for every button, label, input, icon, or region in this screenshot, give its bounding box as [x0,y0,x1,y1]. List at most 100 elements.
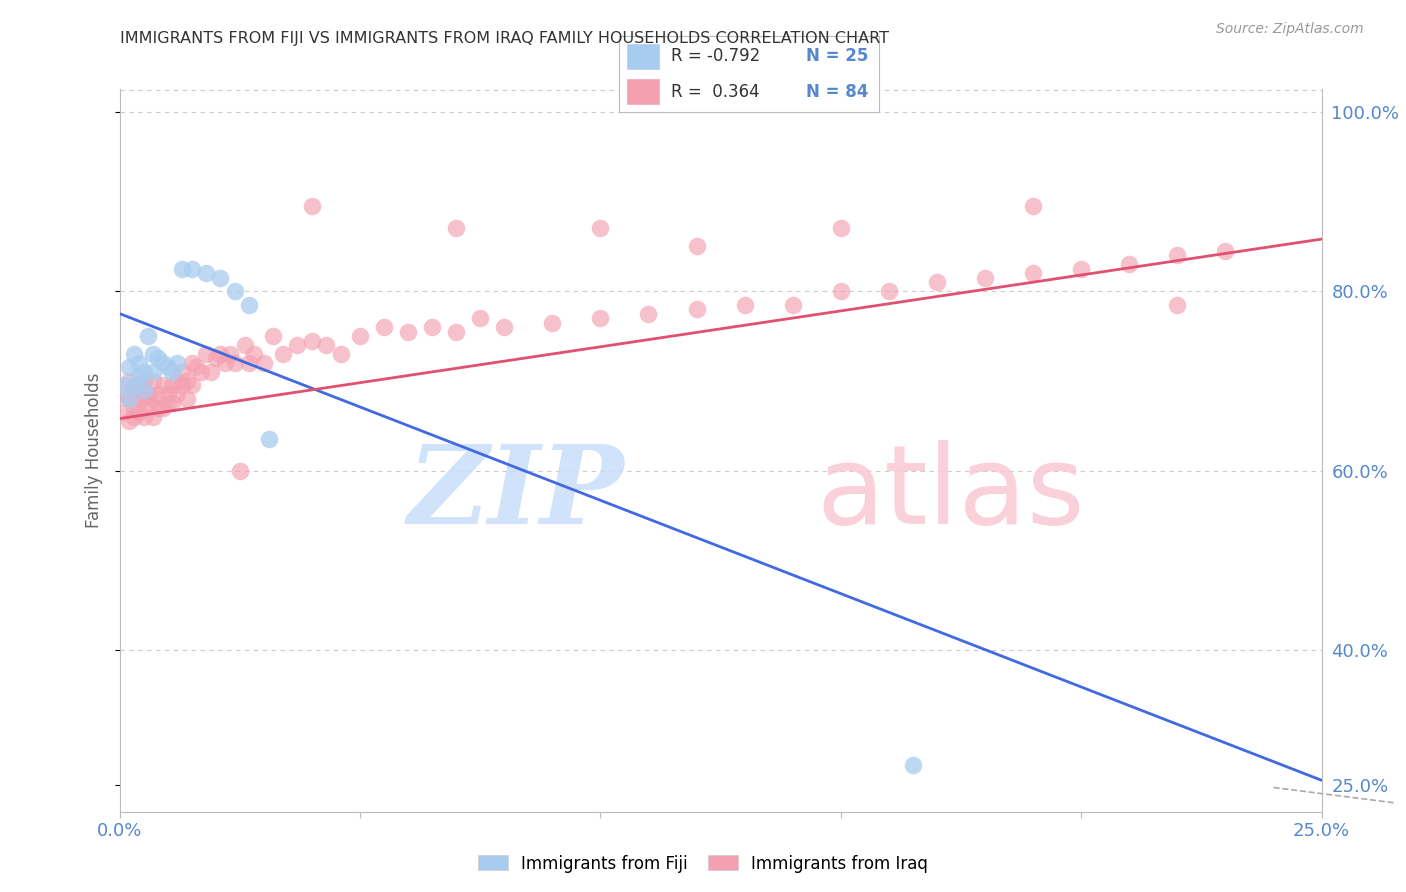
Point [925,275,948,289]
Point [176,392,198,406]
Point [974,270,997,285]
Point [901,758,924,772]
Point [238,297,260,311]
Point [214,356,236,370]
Point [257,432,280,446]
Point [152,401,174,415]
Y-axis label: Family Households: Family Households [84,373,103,528]
Point [118,374,141,388]
Point [238,356,260,370]
Bar [627,43,661,70]
Point [190,365,212,379]
Point [494,320,516,334]
Point [118,360,141,375]
Bar [627,78,661,105]
Point [444,221,467,235]
Point [142,409,165,424]
Point [1166,297,1188,311]
Point [287,338,309,352]
Point [228,464,252,478]
Point [142,347,165,361]
Point [589,311,612,326]
Point [734,297,756,311]
Point [301,199,323,213]
Point [271,347,294,361]
Point [468,311,492,326]
Point [685,302,707,317]
Point [180,378,202,392]
Point [637,307,659,321]
Text: Source: ZipAtlas.com: Source: ZipAtlas.com [1216,22,1364,37]
Point [396,325,419,339]
Point [122,409,145,424]
Point [122,378,145,392]
Point [195,266,218,280]
Point [209,347,232,361]
Point [122,383,145,397]
Point [209,270,232,285]
Point [152,378,174,392]
Point [262,329,284,343]
Point [112,387,135,401]
Point [1118,257,1140,271]
Point [315,338,337,352]
Text: atlas: atlas [817,441,1085,548]
Point [1022,199,1045,213]
Point [128,405,150,419]
Point [170,378,193,392]
Point [112,405,135,419]
Point [132,409,155,424]
Point [162,378,184,392]
Point [877,284,900,298]
Point [233,338,256,352]
Point [156,387,179,401]
Point [138,329,160,343]
Point [224,284,246,298]
Point [132,374,155,388]
Point [1022,266,1045,280]
Point [195,347,218,361]
Point [166,356,188,370]
Point [156,360,179,375]
Point [128,356,150,370]
Legend: Immigrants from Fiji, Immigrants from Iraq: Immigrants from Fiji, Immigrants from Ir… [471,848,935,880]
Point [180,261,202,276]
Point [1215,244,1237,258]
Point [224,356,246,370]
Point [122,347,145,361]
Text: R =  0.364: R = 0.364 [671,83,759,101]
Point [541,316,564,330]
Point [118,392,141,406]
Point [180,356,202,370]
Point [166,387,188,401]
Point [200,365,222,379]
Point [138,387,160,401]
Point [146,351,169,366]
Point [142,374,165,388]
Point [152,356,174,370]
Point [373,320,395,334]
Point [176,374,198,388]
Point [830,284,852,298]
Point [146,387,169,401]
Point [118,414,141,428]
Point [128,369,150,384]
Point [170,261,193,276]
Point [132,365,155,379]
Point [420,320,443,334]
Point [444,325,467,339]
Point [329,347,352,361]
Point [118,392,141,406]
Text: N = 25: N = 25 [806,47,869,65]
Point [1166,248,1188,262]
Point [162,396,184,410]
Point [170,365,193,379]
Text: R = -0.792: R = -0.792 [671,47,759,65]
Point [162,365,184,379]
Point [112,378,135,392]
Point [166,374,188,388]
Point [132,383,155,397]
Point [685,239,707,253]
Point [219,347,242,361]
Point [122,401,145,415]
